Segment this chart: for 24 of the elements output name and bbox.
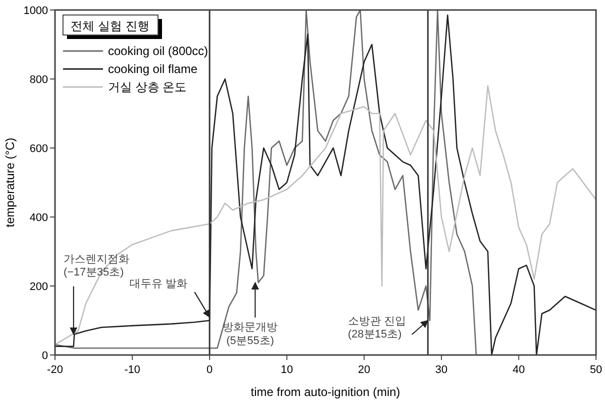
y-tick-label: 800 <box>30 74 48 86</box>
x-tick-label: 10 <box>280 364 293 376</box>
x-tick-label: 20 <box>358 364 370 376</box>
y-tick-label: 0 <box>42 350 48 362</box>
y-tick-label: 1000 <box>24 5 48 17</box>
annotation: 방화문개방 (5분55초) <box>222 322 278 347</box>
y-tick-label: 200 <box>30 281 48 293</box>
x-tick-label: 50 <box>590 364 602 376</box>
x-tick-label: 30 <box>435 364 448 376</box>
annotation: 가스렌지점화 (−17분35초) <box>64 253 130 278</box>
x-tick-label: -10 <box>124 364 140 376</box>
x-axis-title: time from auto-ignition (min) <box>250 385 400 399</box>
x-tick-label: 0 <box>206 364 213 376</box>
legend-label: 거실 상층 온도 <box>108 80 187 94</box>
legend-label: cooking oil flame <box>108 62 198 76</box>
legend-label: cooking oil (800cc) <box>108 44 208 58</box>
y-tick-label: 400 <box>30 212 48 224</box>
x-tick-label: 40 <box>512 364 525 376</box>
y-tick-label: 600 <box>30 143 48 155</box>
annotation: 소방관 진입 (28분15초) <box>348 316 406 341</box>
annotation: 대두유 발화 <box>130 278 188 290</box>
legend-title: 전체 실험 진행 <box>70 19 150 33</box>
x-tick-label: -20 <box>47 364 63 376</box>
y-axis-title: temperature (°C) <box>3 138 17 228</box>
